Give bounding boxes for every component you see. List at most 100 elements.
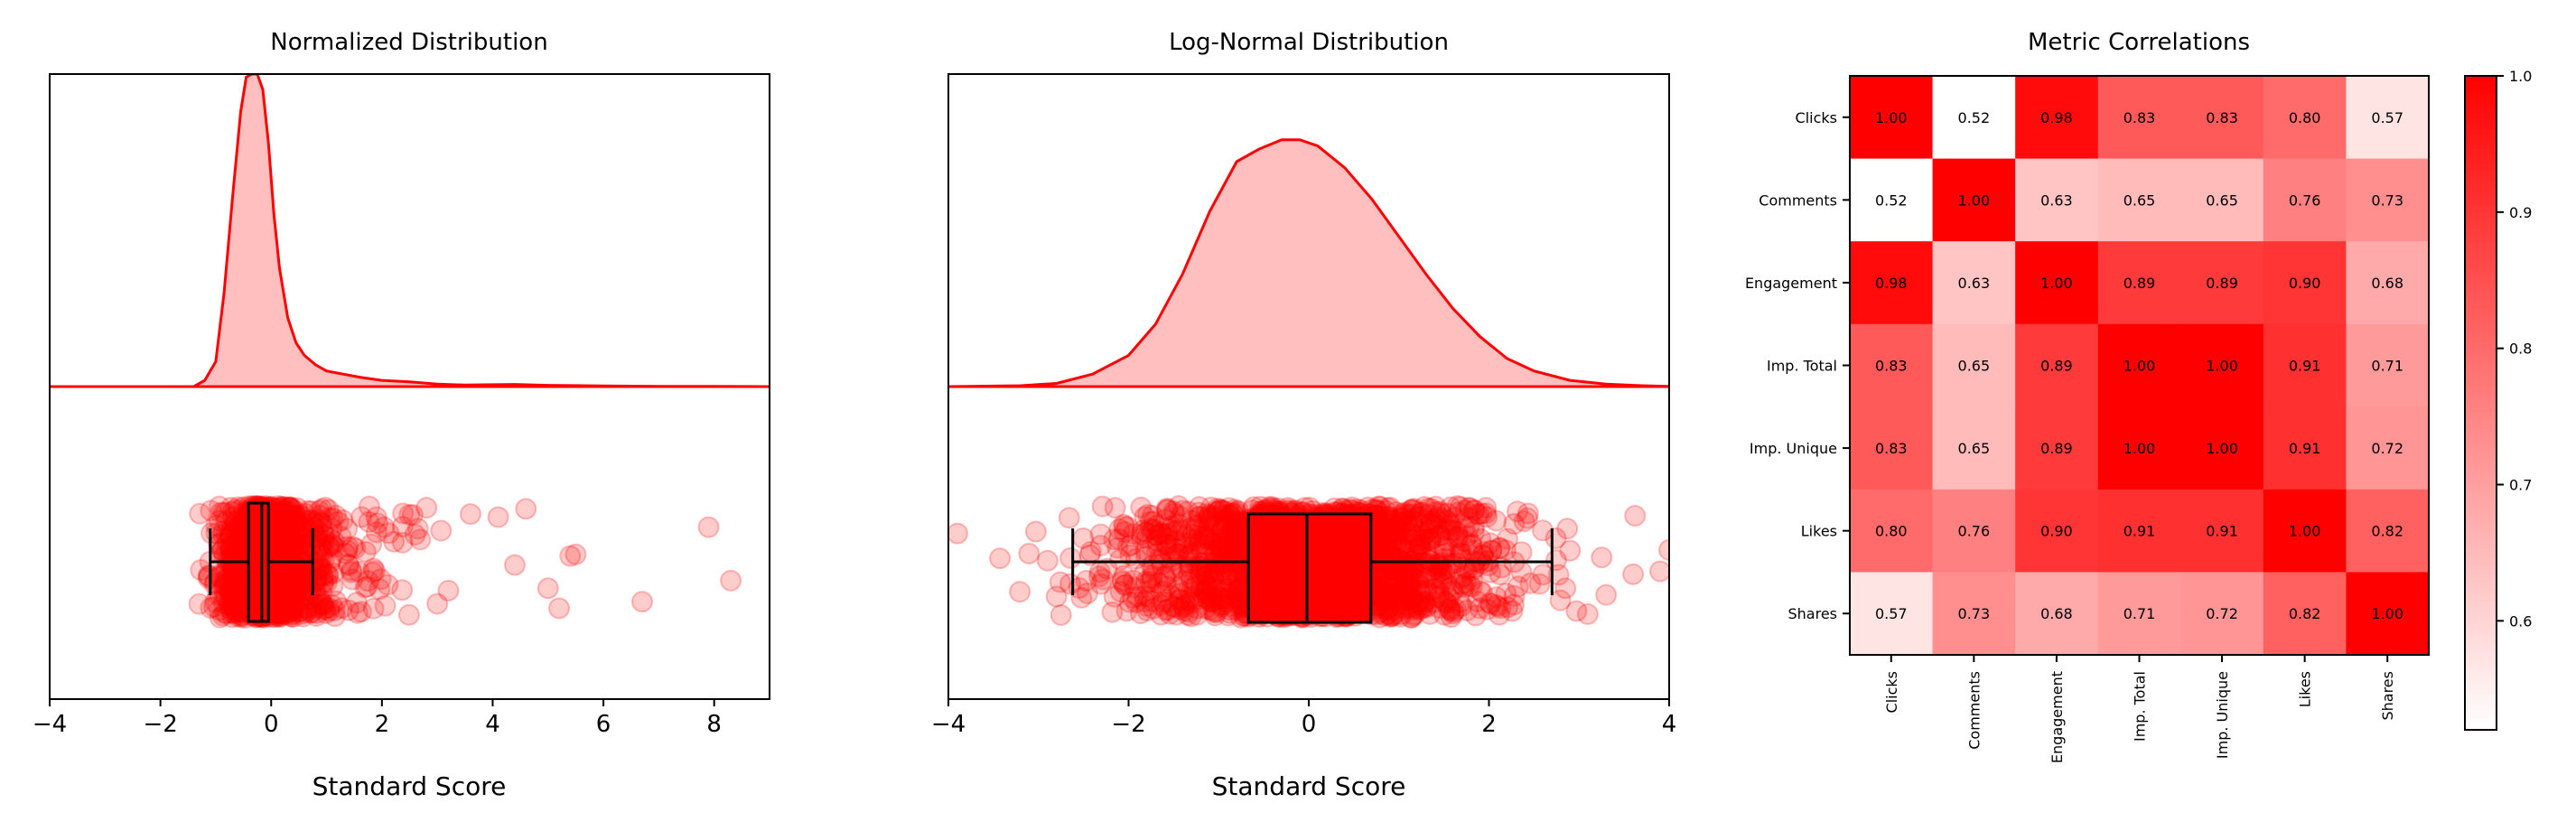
cell-value-label: 1.00 — [1875, 109, 1908, 126]
data-point — [286, 567, 309, 590]
data-point — [276, 516, 299, 538]
data-point — [1418, 518, 1441, 541]
data-point — [1130, 527, 1153, 549]
data-point — [308, 500, 331, 522]
data-point — [223, 570, 246, 593]
data-point — [224, 582, 247, 604]
outlier-point — [720, 569, 742, 592]
outlier-point — [630, 591, 653, 613]
data-point — [1383, 570, 1405, 593]
data-point — [305, 602, 328, 625]
data-point — [1381, 570, 1404, 593]
data-point — [271, 495, 294, 518]
data-point — [278, 508, 301, 530]
data-point — [1398, 597, 1421, 620]
data-point — [337, 553, 359, 575]
data-point — [1496, 528, 1518, 550]
data-point — [348, 560, 370, 583]
data-point — [285, 591, 307, 613]
data-point — [1517, 502, 1539, 525]
data-point — [1378, 513, 1401, 536]
data-point — [1059, 546, 1082, 569]
data-point — [1150, 603, 1172, 626]
data-point — [1434, 543, 1457, 565]
data-point — [309, 556, 331, 578]
cell-value-label: 0.89 — [2123, 275, 2156, 292]
data-point — [224, 599, 247, 621]
data-point — [272, 575, 294, 598]
data-point — [218, 558, 240, 581]
data-point — [322, 507, 344, 529]
data-point — [1153, 565, 1176, 588]
data-point — [1209, 528, 1232, 550]
data-point — [1469, 597, 1491, 620]
data-point — [1414, 528, 1437, 551]
data-point — [268, 538, 291, 561]
data-point — [273, 571, 295, 593]
data-point — [278, 496, 301, 518]
x-tick-label: Engagement — [2049, 671, 2066, 763]
data-point — [313, 524, 335, 546]
data-point — [369, 578, 391, 601]
data-point — [303, 585, 326, 608]
data-point — [225, 534, 247, 556]
data-point — [310, 511, 332, 534]
data-point — [219, 597, 242, 620]
data-point — [341, 536, 364, 558]
data-point — [1198, 504, 1220, 527]
data-point — [1398, 563, 1421, 585]
data-point — [222, 594, 245, 617]
data-point — [1404, 568, 1426, 591]
data-point — [272, 586, 294, 609]
data-point — [1089, 573, 1112, 595]
data-point — [323, 605, 346, 628]
data-point — [269, 602, 292, 625]
outlier-point — [948, 522, 968, 545]
data-point — [213, 602, 236, 624]
data-point — [275, 534, 297, 556]
data-point — [1399, 528, 1422, 551]
data-point — [279, 587, 302, 610]
cell-value-label: 0.68 — [2040, 605, 2073, 622]
data-point — [274, 584, 296, 607]
data-point — [287, 580, 310, 602]
data-point — [220, 523, 243, 546]
data-point — [216, 575, 238, 598]
data-point — [315, 571, 338, 593]
data-point — [279, 602, 302, 624]
data-point — [212, 501, 235, 524]
data-point — [284, 569, 306, 592]
data-point — [277, 506, 300, 528]
cell-value-label: 0.90 — [2289, 275, 2321, 292]
cell-value-label: 0.63 — [1958, 275, 1991, 292]
data-point — [285, 511, 308, 534]
data-point — [1565, 600, 1588, 622]
data-point — [213, 574, 236, 596]
data-point — [1162, 595, 1184, 618]
data-point — [271, 509, 294, 532]
cell-value-label: 0.71 — [2371, 358, 2403, 375]
data-point — [1215, 577, 1237, 600]
data-point — [220, 602, 243, 624]
data-point — [292, 587, 314, 610]
data-point — [268, 583, 291, 605]
data-point — [1171, 558, 1194, 581]
normalized-distribution-panel: Normalized Distribution Standard Score −… — [33, 29, 770, 801]
data-point — [273, 515, 295, 537]
data-point — [377, 574, 399, 596]
data-point — [1134, 562, 1156, 584]
x-axis-label: Standard Score — [1212, 771, 1406, 801]
data-point — [272, 602, 294, 625]
data-point — [282, 606, 304, 629]
data-point — [275, 537, 298, 560]
data-point — [1458, 516, 1480, 538]
data-point — [282, 599, 304, 621]
data-point — [274, 510, 296, 533]
data-point — [271, 567, 294, 590]
data-point — [1624, 504, 1647, 527]
data-point — [1200, 578, 1223, 601]
data-point — [197, 566, 219, 589]
data-point — [1401, 564, 1423, 586]
data-point — [269, 588, 292, 611]
data-point — [288, 569, 311, 592]
